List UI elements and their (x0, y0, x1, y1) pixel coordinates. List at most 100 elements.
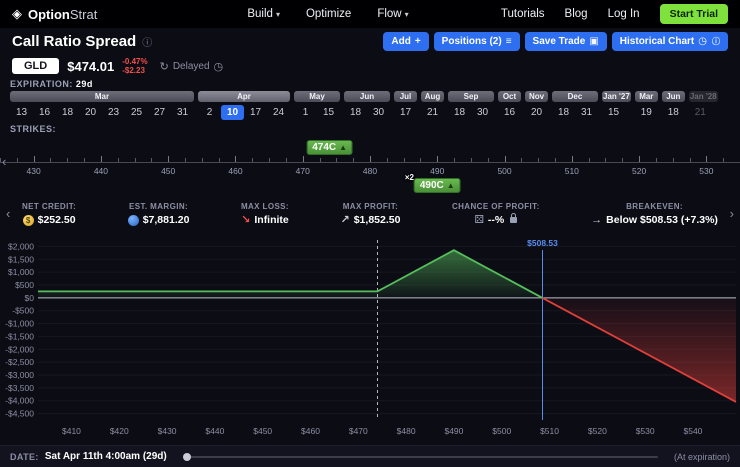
expiration-date[interactable]: 31 (176, 107, 189, 118)
button-label: Add (391, 36, 411, 47)
month-tab[interactable]: Apr (198, 91, 290, 102)
expiration-month-group: Jan '27 15 (602, 91, 631, 120)
strike-tick (555, 158, 556, 162)
svg-text:$500: $500 (492, 426, 511, 436)
strike-tick (67, 158, 69, 162)
month-tab[interactable]: Sep (448, 91, 494, 102)
expiration-date[interactable]: 30 (372, 107, 385, 118)
month-tab[interactable]: Aug (421, 91, 444, 102)
month-tab[interactable]: May (294, 91, 340, 102)
historical-chart-button[interactable]: Historical Chart ◷ ⓘ (611, 32, 728, 51)
month-tab[interactable]: Jan '28 (688, 91, 718, 102)
month-tab[interactable]: Jan '27 (602, 91, 631, 102)
chevron-down-icon: ▾ (275, 9, 280, 19)
expiration-date[interactable]: 2 (206, 107, 213, 118)
strike-tick-label: 510 (564, 166, 579, 176)
expiration-date[interactable]: 15 (322, 107, 335, 118)
scroll-left-icon[interactable]: ‹ (2, 154, 7, 169)
nav-login-link[interactable]: Log In (607, 8, 640, 20)
expiration-date[interactable]: 10 (221, 105, 244, 120)
stats-next-icon[interactable]: › (729, 206, 734, 221)
nav-optimize-link[interactable]: Optimize (306, 8, 351, 20)
expiration-date[interactable]: 24 (272, 107, 285, 118)
expiration-date[interactable]: 18 (557, 107, 570, 118)
strike-tick (420, 158, 422, 162)
nav-blog-link[interactable]: Blog (564, 8, 588, 20)
month-tab[interactable]: Nov (525, 91, 548, 102)
expiration-date[interactable]: 18 (667, 107, 679, 118)
brand[interactable]: ◈ OptionStrat (12, 6, 97, 22)
strike-tick (521, 158, 523, 162)
strike-axis[interactable]: ‹ 430 440 450 460 470 480 490 500 510 520 530 474C ▲… (0, 136, 740, 196)
stat-label: CHANCE OF PROFIT: (451, 202, 540, 211)
expiration-date[interactable]: 18 (61, 107, 74, 118)
svg-text:-$3,000: -$3,000 (5, 370, 34, 380)
strikes-label: STRIKES: (10, 124, 57, 134)
expiration-date[interactable]: 18 (453, 107, 466, 118)
svg-text:$420: $420 (110, 426, 129, 436)
expiration-date[interactable]: 1 (302, 107, 309, 118)
start-trial-button[interactable]: Start Trial (659, 4, 728, 24)
month-tab[interactable]: Jul (394, 91, 417, 102)
refresh-icon[interactable]: ↻ (159, 60, 169, 73)
svg-text:$1,000: $1,000 (8, 267, 34, 277)
expiration-date[interactable]: 21 (426, 107, 439, 118)
stat-label: EST. MARGIN: (129, 202, 189, 211)
pl-chart[interactable]: $2,000 $1,500 $1,000 $500 $0 -$500 -$1,000 -$1,… (0, 232, 740, 445)
save-trade-button[interactable]: Save Trade ▣ (524, 32, 607, 51)
strike-tick (0, 158, 1, 162)
date-slider-handle[interactable] (182, 452, 191, 461)
month-tab[interactable]: Jun (344, 91, 390, 102)
expiration-date[interactable]: 20 (530, 107, 543, 118)
strike-badge[interactable]: 474C ▲ (306, 140, 354, 155)
strike-tick-label: 460 (228, 166, 243, 176)
long-triangle-icon: ▲ (446, 181, 455, 190)
expiration-date[interactable]: 21 (694, 107, 706, 118)
month-tab[interactable]: Mar (634, 91, 658, 102)
expiration-calendar: Mar 13 16 18 20 23 25 27 31 Apr 2 10 17 24 May 1 15 Jun 18… (10, 91, 740, 120)
strike-tick (538, 158, 540, 162)
expiration-date[interactable]: 20 (84, 107, 97, 118)
strike-badge[interactable]: 490C ▲ ×2 (405, 173, 461, 193)
month-tab[interactable]: Dec (552, 91, 598, 102)
nav-tutorials-link[interactable]: Tutorials (500, 8, 545, 20)
brand-name: OptionStrat (28, 7, 97, 22)
expiration-date[interactable]: 18 (349, 107, 362, 118)
expiration-month-group: Apr 2 10 17 24 (198, 91, 290, 120)
nav-build-menu[interactable]: Build ▾ (247, 8, 280, 20)
month-tab[interactable]: Oct (498, 91, 521, 102)
expiration-date[interactable]: 17 (249, 107, 262, 118)
expiration-date[interactable]: 27 (153, 107, 166, 118)
expiration-date[interactable]: 30 (476, 107, 489, 118)
expiration-date[interactable]: 15 (607, 107, 620, 118)
strike-tick (403, 158, 405, 162)
stat-est-margin: EST. MARGIN: $7,881.20 (127, 202, 189, 226)
stats-prev-icon[interactable]: ‹ (6, 206, 11, 221)
expiration-date[interactable]: 16 (38, 107, 51, 118)
svg-text:$0: $0 (25, 293, 35, 303)
svg-text:$510: $510 (540, 426, 559, 436)
add-button[interactable]: Add + (383, 32, 429, 51)
expiration-date[interactable]: 16 (503, 107, 516, 118)
expiration-date[interactable]: 13 (15, 107, 28, 118)
expiration-month-group: Mar 19 (634, 91, 658, 120)
expiration-date[interactable]: 17 (399, 107, 412, 118)
strike-tick (33, 156, 35, 162)
strike-axis-line (0, 162, 740, 163)
strike-tick (706, 156, 708, 162)
strike-tick-label: 490 (430, 166, 445, 176)
nav-flow-menu[interactable]: Flow ▾ (377, 8, 408, 20)
symbol-input[interactable]: GLD (12, 58, 60, 74)
date-value: Sat Apr 11th 4:00am (29d) (44, 451, 167, 462)
month-tab[interactable]: Mar (10, 91, 194, 102)
info-icon[interactable]: ⓘ (142, 38, 153, 49)
expiration-date[interactable]: 25 (130, 107, 143, 118)
positions-button[interactable]: Positions (2) ≡ (433, 32, 520, 51)
profit-line (38, 249, 543, 299)
svg-text:-$3,500: -$3,500 (5, 383, 34, 393)
expiration-date[interactable]: 31 (580, 107, 593, 118)
month-tab[interactable]: Jun (661, 91, 685, 102)
expiration-date[interactable]: 19 (640, 107, 652, 118)
date-slider[interactable] (182, 452, 658, 461)
expiration-date[interactable]: 23 (107, 107, 120, 118)
